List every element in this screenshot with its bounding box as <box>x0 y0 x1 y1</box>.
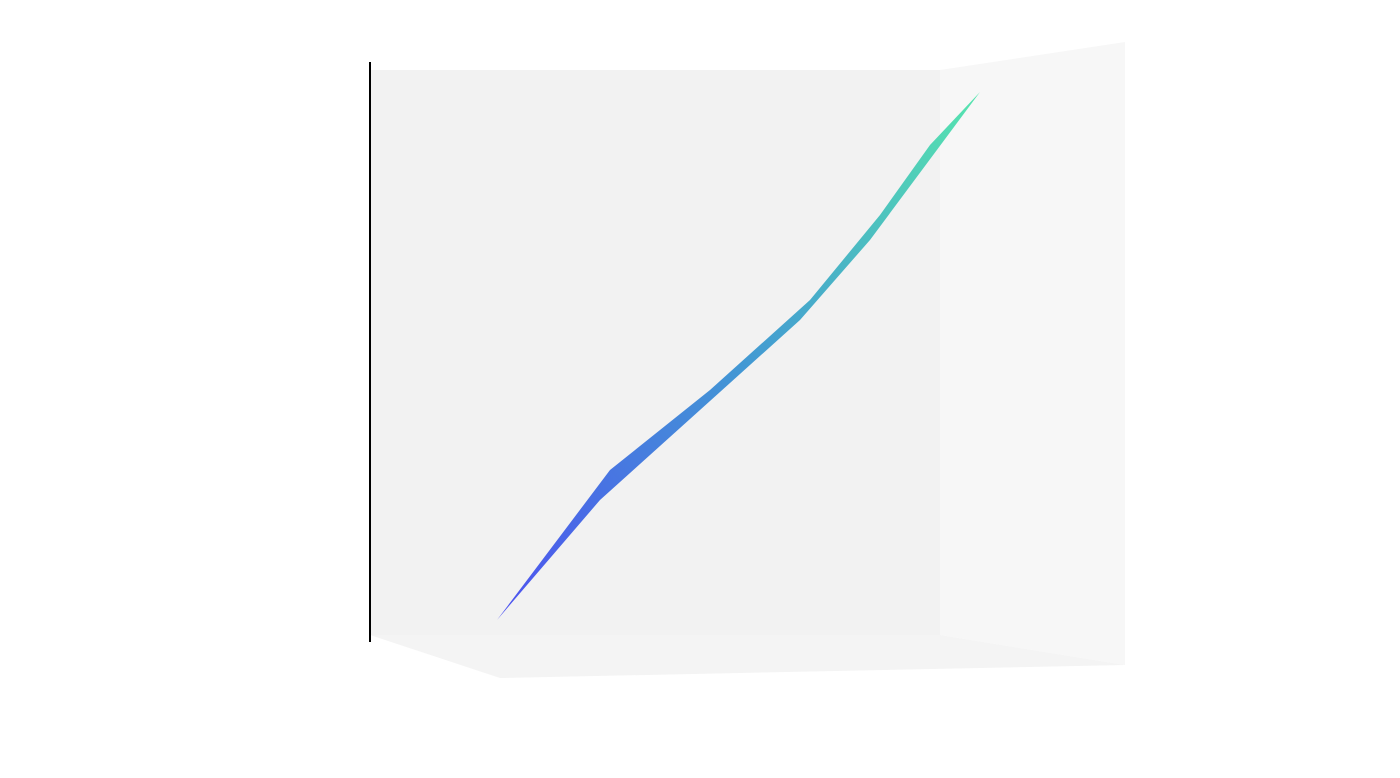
decision-surface <box>497 92 980 620</box>
panes <box>370 42 1125 678</box>
floor-pane <box>370 635 1125 678</box>
side-pane <box>940 42 1125 665</box>
back-pane <box>370 70 940 635</box>
